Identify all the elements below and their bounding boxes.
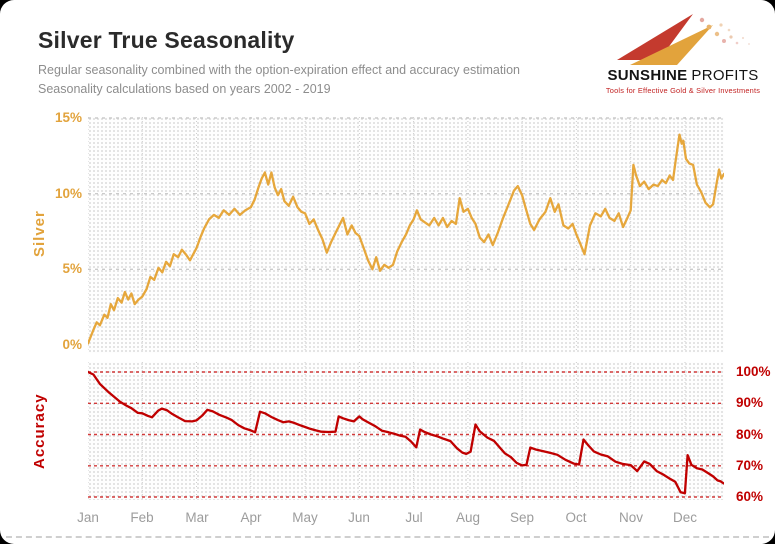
- silver-axis-title: Silver: [31, 210, 48, 258]
- silver-true-seasonality-line: [88, 133, 724, 345]
- month-label-jan: Jan: [77, 510, 99, 525]
- month-label-oct: Oct: [565, 510, 587, 525]
- accuracy-ytick: 80%: [736, 427, 764, 442]
- accuracy-axis-title: Accuracy: [31, 393, 48, 469]
- chart-subtitle: Regular seasonality combined with the op…: [38, 61, 520, 99]
- silver-true-seasonality-ytick: 15%: [54, 110, 82, 125]
- accuracy-plot: [88, 362, 724, 500]
- month-label-may: May: [292, 510, 318, 525]
- silver-true-seasonality-ytick: 0%: [62, 337, 82, 352]
- month-label-feb: Feb: [130, 510, 154, 525]
- accuracy-ytick: 100%: [736, 364, 771, 379]
- month-label-aug: Aug: [455, 510, 481, 525]
- accuracy-ytick: 90%: [736, 395, 764, 410]
- logo-tagline: Tools for Effective Gold & Silver Invest…: [605, 86, 761, 95]
- accuracy-ytick: 60%: [736, 489, 764, 504]
- page-title: Silver True Seasonality: [38, 27, 295, 53]
- sunshine-profits-logo: SUNSHINE PROFITS Tools for Effective Gold…: [593, 10, 773, 95]
- logo-brand-secondary: PROFITS: [691, 67, 759, 84]
- subtitle-line-1: Regular seasonality combined with the op…: [38, 63, 520, 77]
- month-label-mar: Mar: [185, 510, 209, 525]
- subtitle-line-2: Seasonality calculations based on years …: [38, 81, 331, 96]
- month-label-dec: Dec: [672, 510, 698, 525]
- month-label-apr: Apr: [240, 510, 262, 525]
- month-label-jul: Jul: [405, 510, 423, 525]
- silver-true-seasonality-ytick: 10%: [54, 186, 82, 201]
- logo-peaks-icon: [617, 14, 750, 65]
- bottom-divider: [6, 536, 769, 538]
- accuracy-ytick: 70%: [736, 458, 764, 473]
- logo-brand-text: SUNSHINE PROFITS: [593, 67, 773, 84]
- month-label-sep: Sep: [509, 510, 535, 525]
- logo-brand-primary: SUNSHINE: [607, 67, 688, 84]
- month-label-nov: Nov: [618, 510, 644, 525]
- silver-true-seasonality-ytick: 5%: [62, 261, 82, 276]
- accuracy-line: [88, 370, 724, 495]
- month-label-jun: Jun: [348, 510, 370, 525]
- silver-seasonality-plot: [88, 117, 724, 353]
